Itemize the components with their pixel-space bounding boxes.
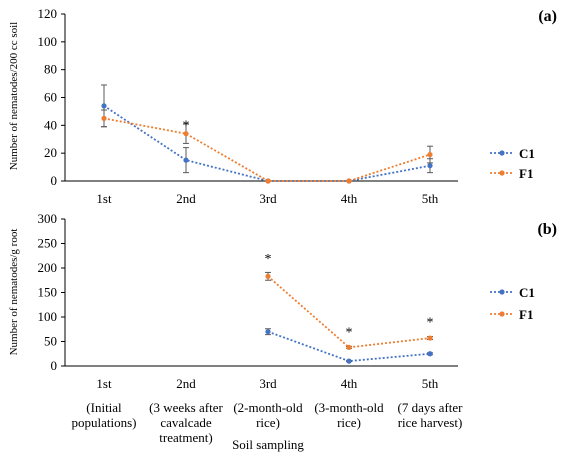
x-category-sublabel: treatment) (159, 430, 212, 445)
y-tick-label: 100 (38, 309, 58, 324)
panel-label: (b) (537, 221, 557, 238)
x-axis-title: Soil sampling (232, 437, 304, 452)
x-tick-label: 3rd (259, 376, 277, 391)
x-tick-label: 2nd (176, 376, 196, 391)
y-tick-label: 0 (51, 358, 58, 373)
panel-label: (a) (538, 8, 557, 25)
x-category-sublabel: rice) (256, 415, 280, 430)
y-tick-label: 250 (38, 236, 58, 251)
significance-marker: * (265, 252, 272, 267)
significance-marker: * (346, 325, 353, 340)
data-point-F1 (265, 178, 271, 184)
legend-marker-F1 (499, 170, 505, 176)
data-point-C1 (101, 103, 107, 109)
y-tick-label: 120 (38, 6, 58, 21)
data-point-F1 (265, 273, 271, 279)
y-tick-label: 150 (38, 285, 58, 300)
x-tick-label: 5th (422, 376, 439, 391)
data-point-C1 (427, 351, 433, 357)
data-point-F1 (427, 335, 433, 341)
x-category-sublabel: cavalcade (160, 415, 211, 430)
x-tick-label: 4th (341, 191, 358, 206)
y-tick-label: 40 (44, 117, 57, 132)
data-point-C1 (265, 329, 271, 335)
data-point-F1 (101, 115, 107, 121)
series-line-F1 (103, 117, 431, 182)
y-tick-label: 60 (44, 90, 57, 105)
y-axis-title: Number of nematodes/200 cc soil (8, 22, 20, 170)
y-tick-label: 20 (44, 145, 57, 160)
x-category-sublabel: (2-month-old (233, 400, 303, 415)
legend-label-C1: C1 (519, 285, 535, 300)
x-tick-label: 3rd (259, 191, 277, 206)
data-point-F1 (346, 178, 352, 184)
data-point-C1 (346, 358, 352, 364)
series-line-C1 (267, 330, 431, 363)
data-point-C1 (427, 163, 433, 169)
y-tick-label: 200 (38, 260, 58, 275)
data-point-F1 (427, 151, 433, 158)
legend-label-F1: F1 (519, 166, 533, 181)
x-category-sublabel: rice harvest) (398, 415, 463, 430)
legend-marker-C1 (499, 150, 505, 156)
series-line-C1 (103, 105, 431, 182)
y-tick-label: 100 (38, 34, 58, 49)
legend-marker-F1 (499, 311, 505, 317)
y-axis-title: Number of nematodes/g root (8, 229, 20, 356)
x-category-sublabel: (3-month-old (314, 400, 384, 415)
legend-marker-C1 (499, 289, 505, 295)
x-tick-label: 5th (422, 191, 439, 206)
x-tick-label: 2nd (176, 191, 196, 206)
y-tick-label: 300 (38, 211, 58, 226)
x-category-sublabel: rice) (337, 415, 361, 430)
significance-marker: * (183, 119, 190, 134)
x-category-sublabel: (Initial (86, 400, 122, 415)
x-tick-label: 1st (96, 376, 112, 391)
significance-marker: * (427, 315, 434, 330)
x-tick-label: 4th (341, 376, 358, 391)
x-category-sublabel: (3 weeks after (149, 400, 223, 415)
y-tick-label: 50 (44, 334, 57, 349)
legend-label-F1: F1 (519, 307, 533, 322)
x-tick-label: 1st (96, 191, 112, 206)
data-point-C1 (183, 157, 189, 163)
data-point-F1 (346, 344, 352, 350)
x-category-sublabel: populations) (72, 415, 137, 430)
legend-label-C1: C1 (519, 146, 535, 161)
x-category-sublabel: (7 days after (398, 400, 464, 415)
data-point-F1 (183, 131, 189, 137)
y-tick-label: 80 (44, 62, 57, 77)
y-tick-label: 0 (51, 173, 58, 188)
